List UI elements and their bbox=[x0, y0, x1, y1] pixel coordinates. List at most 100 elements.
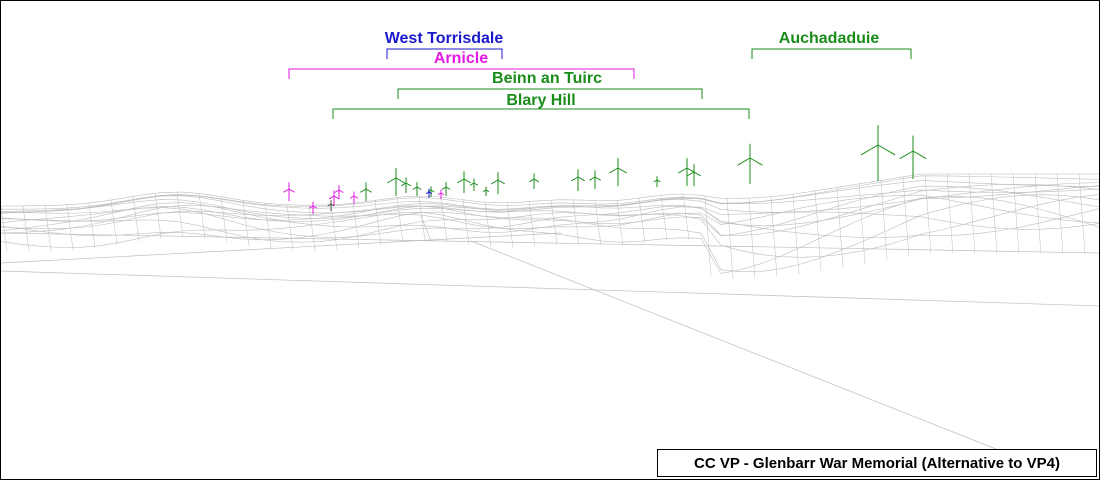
turbine-marker bbox=[349, 191, 359, 204]
turbine-marker bbox=[609, 158, 627, 186]
terrain-meridian bbox=[22, 205, 30, 251]
terrain-meridian bbox=[704, 195, 712, 276]
terrain-meridian bbox=[396, 197, 404, 243]
turbine-marker bbox=[334, 185, 344, 199]
terrain-edge bbox=[1, 270, 1099, 307]
terrain-meridian bbox=[924, 173, 932, 255]
turbine-marker bbox=[308, 201, 318, 214]
terrain-meridian bbox=[528, 201, 536, 247]
turbine-marker bbox=[571, 169, 585, 191]
turbine-marker bbox=[469, 178, 479, 191]
bracket-beinn-an-tuirc bbox=[397, 88, 703, 99]
bracket-auchadaduie bbox=[751, 48, 912, 59]
turbine-marker bbox=[441, 182, 451, 196]
terrain-contour bbox=[1, 173, 1099, 207]
terrain-contour bbox=[1, 194, 1099, 234]
terrain-edge bbox=[1, 232, 562, 264]
turbine-marker bbox=[400, 177, 412, 193]
wind-farm-brackets bbox=[288, 48, 912, 119]
terrain-meridian bbox=[132, 196, 140, 242]
terrain-meridian bbox=[1078, 173, 1086, 255]
terrain-meridian bbox=[572, 199, 580, 245]
terrain-meridian bbox=[814, 190, 822, 271]
label-arnicle: Arnicle bbox=[433, 50, 489, 67]
turbine-markers bbox=[283, 125, 927, 214]
terrain-meridian bbox=[594, 200, 602, 246]
terrain-meridian bbox=[748, 198, 756, 279]
terrain-edge bbox=[1, 232, 1099, 254]
terrain-contour bbox=[1, 188, 1099, 214]
turbine-marker bbox=[737, 143, 763, 184]
terrain-meridian bbox=[506, 202, 514, 248]
terrain-meridian bbox=[682, 193, 690, 240]
terrain-meridian bbox=[484, 202, 492, 248]
terrain-contour bbox=[1, 185, 1099, 237]
turbine-marker bbox=[437, 189, 445, 199]
turbine-marker bbox=[899, 135, 927, 179]
terrain-meridian bbox=[968, 173, 976, 255]
label-beinn-an-tuirc: Beinn an Tuirc bbox=[492, 70, 602, 87]
turbine-marker bbox=[387, 168, 405, 196]
terrain-edge bbox=[470, 240, 1002, 452]
terrain-edge bbox=[420, 215, 432, 242]
terrain-meridian bbox=[286, 204, 294, 250]
turbine-marker bbox=[687, 164, 701, 186]
turbine-marker bbox=[412, 182, 422, 196]
label-west-torrisdale: West Torrisdale bbox=[384, 30, 504, 47]
terrain-meridian bbox=[264, 203, 272, 249]
terrain-meridian bbox=[990, 173, 998, 255]
terrain-meridian bbox=[154, 193, 162, 239]
terrain-meridian bbox=[308, 205, 316, 251]
turbine-marker bbox=[653, 176, 661, 187]
terrain-meridian bbox=[902, 176, 910, 257]
terrain-meridian bbox=[616, 200, 624, 246]
terrain-meridian bbox=[374, 200, 382, 246]
terrain-meridian bbox=[352, 203, 360, 249]
turbine-marker bbox=[589, 170, 601, 189]
terrain-contour bbox=[1, 194, 1099, 258]
turbine-marker bbox=[457, 171, 471, 193]
terrain-meridian bbox=[726, 198, 734, 279]
terrain-meridian bbox=[792, 194, 800, 275]
terrain-meridian bbox=[1034, 173, 1042, 255]
terrain-mesh bbox=[1, 173, 1099, 452]
terrain-meridian bbox=[1056, 173, 1064, 255]
terrain-meridian bbox=[220, 196, 228, 242]
terrain-meridian bbox=[550, 199, 558, 246]
turbine-marker bbox=[360, 182, 372, 201]
label-auchadaduie: Auchadaduie bbox=[778, 30, 880, 47]
turbine-marker bbox=[425, 188, 433, 198]
terrain-contour bbox=[1, 184, 1099, 236]
terrain-meridian bbox=[770, 196, 778, 277]
terrain-meridian bbox=[1012, 173, 1020, 255]
turbine-marker bbox=[528, 173, 540, 189]
terrain-meridian bbox=[946, 173, 954, 255]
bracket-west-torrisdale bbox=[386, 48, 503, 59]
terrain-meridian bbox=[110, 200, 118, 246]
terrain-contour bbox=[1, 194, 1099, 273]
turbine-marker bbox=[860, 125, 896, 181]
turbine-marker bbox=[482, 186, 490, 196]
terrain-meridian bbox=[660, 195, 668, 241]
terrain-meridian bbox=[1, 205, 8, 252]
terrain-meridian bbox=[176, 191, 184, 238]
terrain-contour bbox=[1, 180, 1099, 213]
terrain-contour bbox=[1, 175, 1099, 210]
terrain-meridian bbox=[462, 199, 470, 245]
terrain-meridian bbox=[330, 204, 338, 250]
turbine-marker bbox=[327, 200, 335, 211]
caption-text: CC VP - Glenbarr War Memorial (Alternati… bbox=[694, 454, 1060, 472]
terrain-meridian bbox=[44, 205, 52, 251]
bracket-blary-hill bbox=[332, 108, 750, 119]
terrain-meridian bbox=[880, 180, 888, 261]
turbine-marker bbox=[283, 182, 295, 201]
terrain-meridian bbox=[638, 198, 646, 244]
terrain-meridian bbox=[198, 193, 206, 239]
turbine-marker bbox=[328, 190, 340, 206]
viewpoint-caption: CC VP - Glenbarr War Memorial (Alternati… bbox=[657, 449, 1097, 477]
label-blary-hill: Blary Hill bbox=[506, 92, 576, 109]
terrain-meridian bbox=[88, 202, 96, 249]
terrain-meridian bbox=[858, 183, 866, 264]
